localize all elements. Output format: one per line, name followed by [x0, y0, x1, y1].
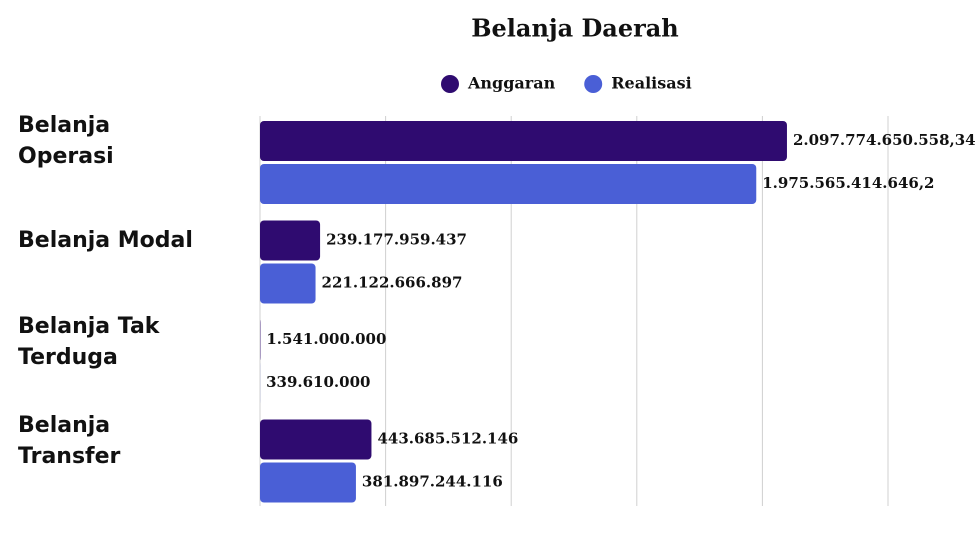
legend-label: Anggaran: [467, 74, 556, 93]
value-label: 239.177.959.437: [326, 231, 467, 249]
category-label: Belanja Tak Terduga: [18, 313, 160, 370]
category-label: Belanja Modal: [18, 228, 193, 253]
value-label: 221.122.666.897: [322, 274, 463, 292]
value-label: 443.685.512.146: [377, 430, 518, 448]
bar: [260, 164, 757, 204]
value-label: 1.975.565.414.646,2: [762, 174, 934, 192]
bar: [260, 263, 316, 304]
value-label: 381.897.244.116: [362, 473, 503, 491]
value-label: 339.610.000: [266, 373, 370, 391]
bar: [260, 220, 321, 261]
legend-swatch: [584, 75, 603, 93]
chart-title: Belanja Daerah: [471, 14, 679, 43]
legend-swatch: [441, 75, 459, 93]
category-label: Belanja Transfer: [18, 413, 121, 469]
legend-label: Realisasi: [611, 74, 691, 93]
value-label: 1.541.000.000: [266, 330, 386, 348]
value-label: 2.097.774.650.558,34: [793, 131, 976, 149]
bar: [260, 462, 356, 503]
category-label: Belanja Operasi: [18, 113, 114, 169]
bar: [260, 121, 787, 161]
bar: [260, 419, 372, 460]
